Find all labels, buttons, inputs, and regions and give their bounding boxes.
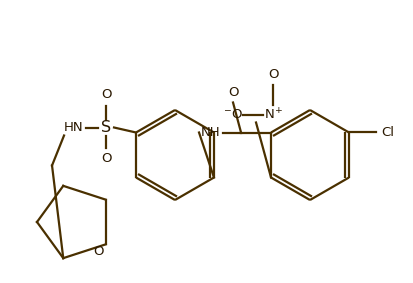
- Text: O: O: [101, 152, 111, 165]
- Text: N$^{+}$: N$^{+}$: [263, 107, 282, 122]
- Text: Cl: Cl: [381, 126, 394, 139]
- Text: $^{-}$O: $^{-}$O: [223, 108, 243, 121]
- Text: S: S: [101, 120, 111, 135]
- Text: O: O: [268, 68, 278, 81]
- Text: O: O: [93, 245, 104, 258]
- Text: NH: NH: [201, 126, 221, 139]
- Text: O: O: [228, 86, 238, 99]
- Text: O: O: [101, 88, 111, 101]
- Text: HN: HN: [64, 121, 84, 134]
